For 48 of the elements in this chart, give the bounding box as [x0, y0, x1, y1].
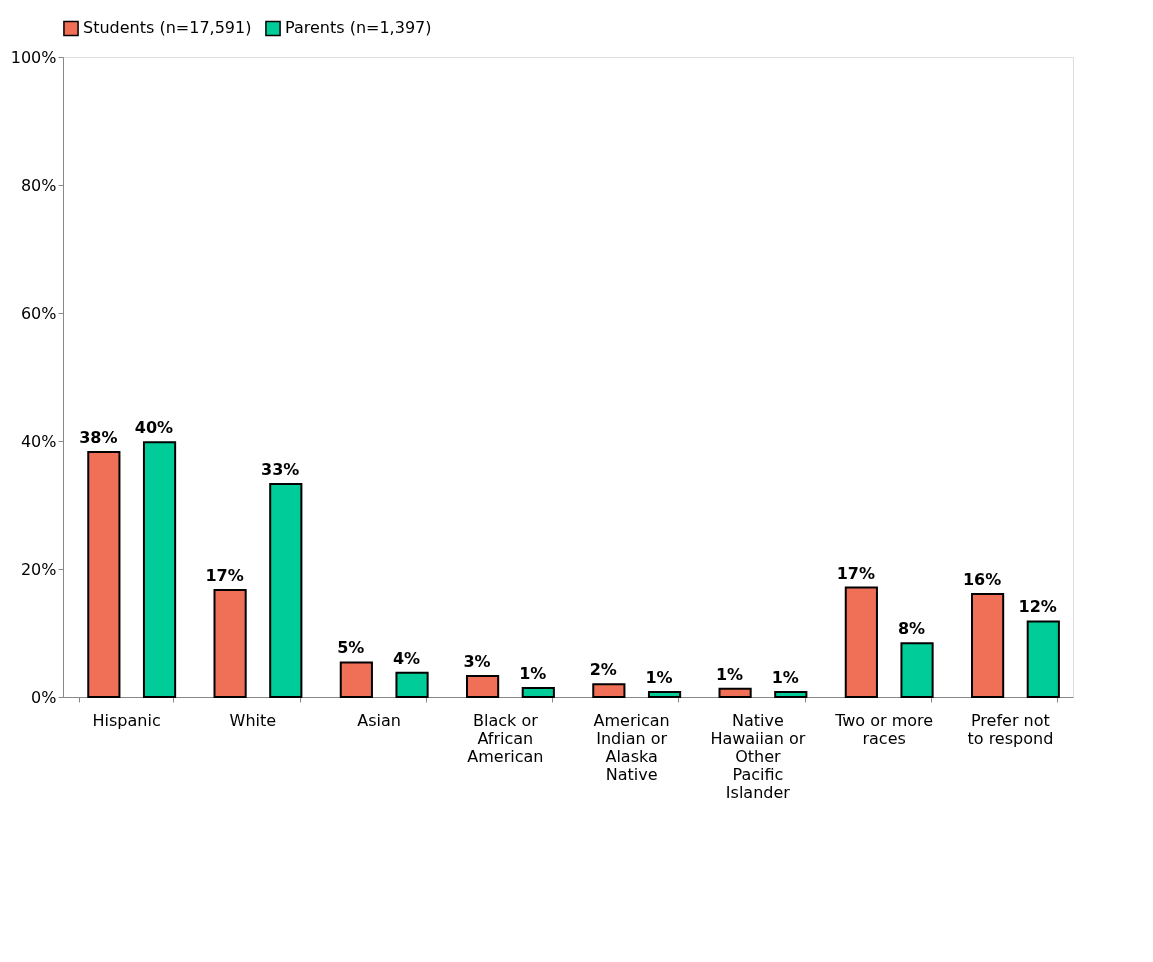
x-tick-label: American Indian or Alaska Native	[593, 710, 670, 784]
bar	[774, 690, 808, 698]
bar	[900, 642, 934, 698]
data-label: 3%	[463, 651, 491, 671]
data-label: 17%	[836, 563, 875, 583]
data-label: 1%	[715, 664, 744, 684]
bar	[647, 690, 682, 698]
bar	[269, 482, 303, 698]
x-tick-label: Asian	[357, 710, 401, 730]
bar	[339, 661, 373, 698]
bar	[87, 450, 121, 698]
data-label: 17%	[205, 566, 244, 586]
data-label: 1%	[645, 667, 673, 687]
y-tick-label: 100%	[10, 47, 57, 67]
x-tick-label: Hispanic	[92, 710, 161, 730]
bar	[844, 586, 878, 698]
bar	[1026, 620, 1060, 698]
bar	[592, 683, 626, 698]
data-label: 33%	[261, 459, 300, 479]
bar	[971, 592, 1005, 698]
data-label: 16%	[962, 569, 1002, 589]
data-label: 12%	[1018, 597, 1057, 617]
legend-label: Parents (n=1,397)	[285, 18, 432, 38]
data-label: 38%	[79, 427, 118, 447]
bar	[466, 674, 500, 698]
x-tick-label: Prefer not to respond	[967, 710, 1054, 748]
bar	[213, 589, 247, 698]
data-label: 1%	[771, 667, 799, 687]
data-label: 1%	[519, 664, 547, 684]
data-label: 2%	[589, 660, 617, 680]
x-tick-label: White	[229, 710, 277, 730]
data-label: 40%	[134, 418, 174, 438]
legend-label: Students (n=17,591)	[83, 18, 252, 38]
x-tick-label: Native Hawaiian or Other Pacific Islander	[710, 710, 806, 802]
x-tick-label: Black or African American	[467, 710, 544, 766]
y-tick-label: 40%	[20, 431, 57, 451]
data-label: 4%	[392, 648, 421, 668]
data-label: 8%	[897, 619, 926, 639]
bar	[395, 671, 429, 698]
bar	[142, 441, 177, 698]
y-tick-label: 60%	[20, 303, 57, 323]
bar	[718, 687, 752, 698]
y-tick-label: 0%	[31, 687, 57, 707]
data-label: 5%	[337, 638, 365, 658]
y-tick-label: 20%	[20, 559, 57, 579]
bar	[521, 687, 555, 698]
x-tick-label: Two or more races	[834, 710, 934, 748]
y-tick-label: 80%	[20, 175, 57, 195]
